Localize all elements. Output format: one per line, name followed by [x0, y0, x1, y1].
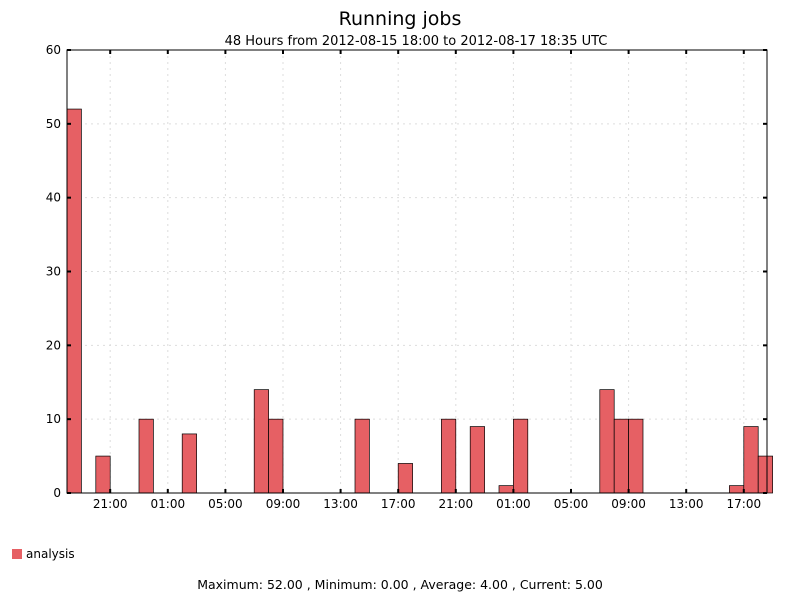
- bar: [268, 418, 284, 494]
- bars: [66, 108, 773, 494]
- bar: [441, 418, 457, 494]
- y-tick-label: 60: [46, 43, 61, 57]
- legend-swatch: [12, 549, 22, 559]
- bar: [498, 485, 514, 494]
- x-tick-label: 21:00: [439, 497, 474, 511]
- bar: [66, 108, 82, 494]
- x-tick-label: 01:00: [496, 497, 531, 511]
- chart-subtitle: 48 Hours from 2012-08-15 18:00 to 2012-0…: [224, 34, 608, 49]
- bar: [513, 418, 529, 494]
- x-tick-label: 09:00: [266, 497, 301, 511]
- y-tick-label: 20: [46, 338, 61, 352]
- bar: [397, 463, 413, 494]
- x-tick-label: 13:00: [323, 497, 358, 511]
- y-tick-label: 0: [53, 486, 61, 500]
- stats-summary: Maximum: 52.00 , Minimum: 0.00 , Average…: [197, 577, 603, 592]
- bar: [743, 426, 759, 494]
- y-axis-labels: 0 10 20 30 40 50 60: [46, 43, 61, 500]
- legend-label: analysis: [26, 547, 75, 561]
- bar: [138, 418, 154, 494]
- x-tick-label: 21:00: [93, 497, 128, 511]
- ticks: [67, 49, 767, 494]
- chart-title: Running jobs: [338, 8, 462, 30]
- bar: [253, 389, 269, 494]
- y-tick-label: 30: [46, 265, 61, 279]
- bar: [729, 485, 745, 494]
- x-tick-label: 05:00: [554, 497, 589, 511]
- x-tick-label: 17:00: [381, 497, 416, 511]
- bar: [599, 389, 615, 494]
- bar: [95, 455, 111, 494]
- bar: [757, 455, 773, 494]
- bar: [613, 418, 629, 494]
- x-axis-labels: 21:00 01:00 05:00 09:00 13:00 17:00 21:00 01:00…: [93, 497, 761, 511]
- y-tick-label: 50: [46, 117, 61, 131]
- bar: [628, 418, 644, 494]
- bar: [469, 426, 485, 494]
- x-tick-label: 05:00: [208, 497, 243, 511]
- legend: analysis: [12, 547, 75, 561]
- x-tick-label: 01:00: [151, 497, 186, 511]
- grid: [67, 50, 767, 493]
- x-tick-label: 17:00: [727, 497, 762, 511]
- bar: [181, 433, 197, 494]
- y-tick-label: 10: [46, 412, 61, 426]
- x-tick-label: 09:00: [611, 497, 646, 511]
- y-tick-label: 40: [46, 191, 61, 205]
- x-tick-label: 13:00: [669, 497, 704, 511]
- bar: [354, 418, 370, 494]
